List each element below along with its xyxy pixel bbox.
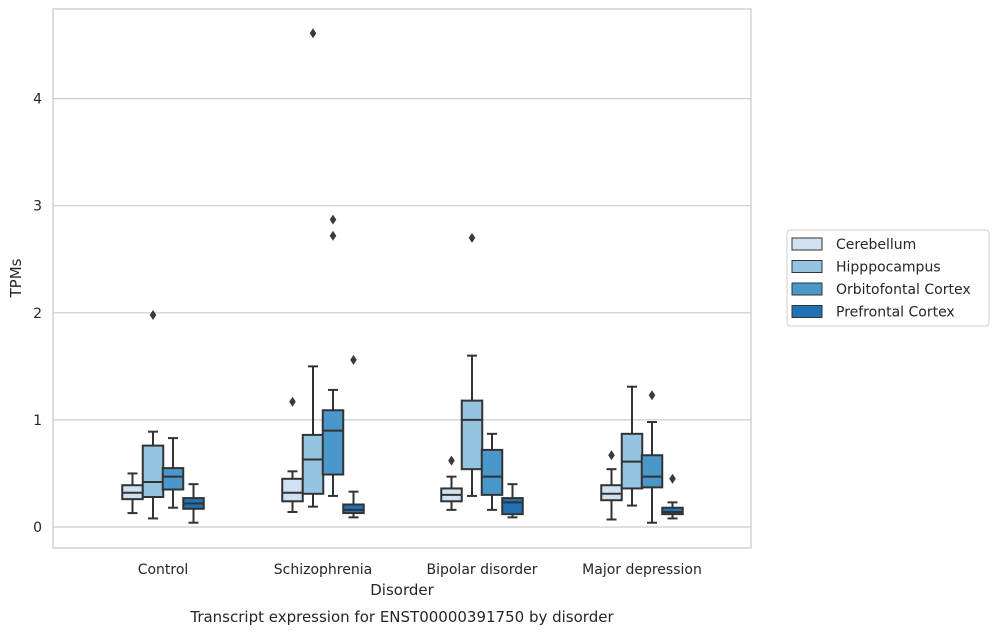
box-body [640,454,664,489]
plot-frame [52,8,752,549]
outlier-point [350,354,357,365]
box-orbitofontal-cortex [640,390,664,524]
box-prefrontal-cortex [182,483,205,524]
legend-label: Orbitofontal Cortex [836,282,971,298]
box-body [281,477,304,503]
box-body [161,467,185,491]
box-orbitofontal-cortex [321,214,345,497]
outlier-point [608,450,615,461]
box-body [600,484,623,502]
box-prefrontal-cortex [501,483,524,519]
legend-box [786,229,990,327]
box-cerebellum [600,450,623,521]
x-tick-label: Major depression [582,562,702,578]
legend-swatch [791,282,823,296]
chart-caption: Transcript expression for ENST0000039175… [189,608,614,626]
box-hipppocampus [620,385,644,507]
box-body [141,444,165,499]
y-tick-label: 4 [33,92,42,108]
x-axis-ticks: Control Schizophrenia Bipolar disorder Majo… [138,562,702,578]
outlier-point [329,214,337,225]
legend-label: Prefrontal Cortex [836,305,955,321]
legend-swatch [791,237,823,251]
x-tick-label: Control [138,562,189,578]
outlier-point [669,473,676,484]
legend: Cerebellum Hipppocampus Orbitofontal Corte… [786,229,990,327]
legend-swatch [791,305,823,318]
outlier-point [468,232,476,243]
box-orbitofontal-cortex [161,437,185,509]
outlier-point [309,28,317,39]
y-tick-label: 2 [33,306,42,322]
y-tick-label: 0 [33,520,42,536]
y-axis-label: TPMs [7,258,25,298]
grid-lines [53,97,751,528]
legend-label: Cerebellum [836,237,916,253]
box-body [480,448,504,496]
box-prefrontal-cortex [342,354,365,519]
outlier-point [289,396,296,407]
x-tick-label: Bipolar disorder [426,562,537,578]
box-body [501,497,524,516]
box-plot-area [121,28,684,524]
box-orbitofontal-cortex [480,432,504,511]
outlier-point [329,230,337,241]
box-body [460,399,484,471]
box-body [342,503,365,515]
outlier-point [448,455,455,466]
box-body [661,506,684,516]
legend-swatch [791,260,823,273]
y-tick-label: 1 [33,413,42,429]
box-cerebellum [281,396,304,514]
outlier-point [648,390,656,401]
box-body [301,433,325,495]
y-tick-label: 3 [33,199,42,215]
box-body [321,409,345,476]
box-hipppocampus [460,232,484,497]
y-axis-ticks: 0 1 2 3 4 [33,92,42,536]
box-hipppocampus [141,309,165,520]
legend-label: Hipppocampus [836,260,941,276]
x-tick-label: Schizophrenia [274,562,372,578]
box-prefrontal-cortex [661,473,684,520]
box-cerebellum [440,455,463,511]
box-cerebellum [121,472,144,515]
box-hipppocampus [301,28,325,508]
x-axis-label: Disorder [370,581,434,599]
outlier-point [149,309,157,320]
